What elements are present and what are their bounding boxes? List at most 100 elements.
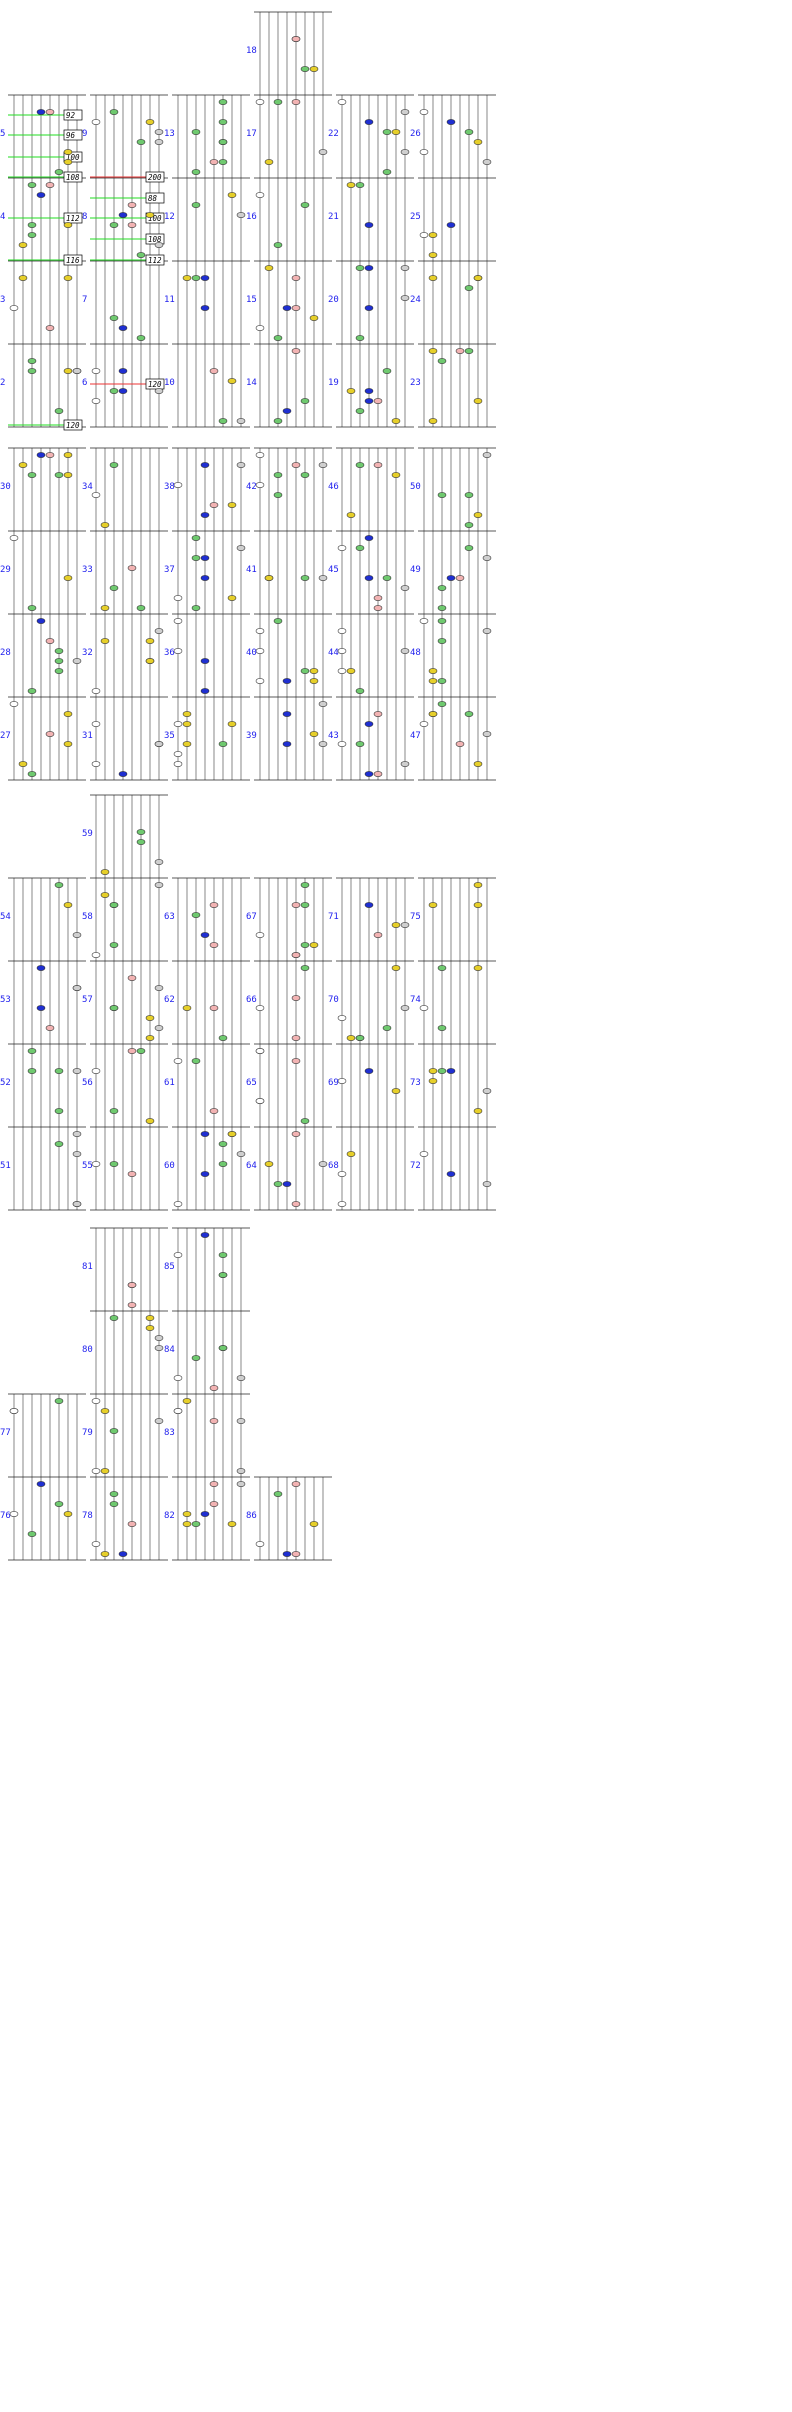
note — [209, 1418, 219, 1424]
note — [291, 36, 301, 42]
note — [54, 658, 64, 664]
note — [27, 368, 37, 374]
note — [346, 1151, 356, 1157]
note — [36, 1005, 46, 1011]
measure-number: 42 — [246, 482, 257, 492]
note — [291, 1035, 301, 1041]
bpm-label: 100 — [66, 153, 80, 162]
note — [109, 1428, 119, 1434]
note — [54, 1501, 64, 1507]
note — [191, 912, 201, 918]
note — [282, 408, 292, 414]
note — [300, 202, 310, 208]
note — [218, 1252, 228, 1258]
note — [91, 119, 101, 125]
note — [400, 1005, 410, 1011]
measure-number: 65 — [246, 1078, 257, 1088]
note — [264, 265, 274, 271]
note — [45, 182, 55, 188]
bpm-label: 100 — [148, 214, 162, 223]
measure-number: 49 — [410, 565, 421, 575]
measure-number: 86 — [246, 1511, 257, 1521]
note — [400, 761, 410, 767]
measure-number: 61 — [164, 1078, 175, 1088]
note — [72, 1151, 82, 1157]
note — [255, 1048, 265, 1054]
note — [473, 139, 483, 145]
note — [373, 605, 383, 611]
note — [318, 462, 328, 468]
measure-number: 62 — [164, 995, 175, 1005]
note — [218, 159, 228, 165]
bpm-label: 96 — [66, 131, 76, 140]
note — [118, 388, 128, 394]
measure-number: 12 — [164, 212, 175, 222]
note — [127, 1171, 137, 1177]
note — [200, 305, 210, 311]
note — [255, 648, 265, 654]
measure-number: 71 — [328, 912, 339, 922]
note — [482, 159, 492, 165]
note — [72, 658, 82, 664]
measure-number: 85 — [164, 1262, 175, 1272]
note — [382, 169, 392, 175]
note — [200, 932, 210, 938]
note — [255, 192, 265, 198]
note — [154, 741, 164, 747]
note — [173, 1408, 183, 1414]
note — [236, 1468, 246, 1474]
measure-number: 54 — [0, 912, 11, 922]
note — [191, 1521, 201, 1527]
note — [400, 295, 410, 301]
note — [291, 275, 301, 281]
note — [27, 1048, 37, 1054]
note — [45, 452, 55, 458]
note — [218, 418, 228, 424]
note — [428, 252, 438, 258]
note — [209, 942, 219, 948]
measure-number: 3 — [0, 295, 5, 305]
note — [91, 368, 101, 374]
note — [446, 222, 456, 228]
note — [173, 721, 183, 727]
note — [200, 462, 210, 468]
note — [364, 771, 374, 777]
measure-number: 11 — [164, 295, 175, 305]
note — [255, 99, 265, 105]
measure-number: 26 — [410, 129, 421, 139]
measure-number: 27 — [0, 731, 11, 741]
note — [63, 368, 73, 374]
note — [27, 1531, 37, 1537]
note — [400, 109, 410, 115]
note — [318, 575, 328, 581]
bpm-box — [145, 192, 165, 204]
note — [63, 222, 73, 228]
measure-number: 64 — [246, 1161, 257, 1171]
note — [127, 565, 137, 571]
measure-number: 32 — [82, 648, 93, 658]
note — [437, 358, 447, 364]
note — [291, 1481, 301, 1487]
note — [200, 658, 210, 664]
note — [91, 1068, 101, 1074]
note — [27, 472, 37, 478]
note — [428, 711, 438, 717]
note — [264, 1161, 274, 1167]
note — [54, 472, 64, 478]
note — [255, 482, 265, 488]
note — [91, 1541, 101, 1547]
measure-number: 63 — [164, 912, 175, 922]
note — [473, 1108, 483, 1114]
note — [273, 1181, 283, 1187]
note — [337, 1171, 347, 1177]
note — [209, 1481, 219, 1487]
note — [482, 731, 492, 737]
measure-number: 44 — [328, 648, 339, 658]
note — [127, 202, 137, 208]
note — [455, 741, 465, 747]
note — [109, 1108, 119, 1114]
note — [9, 1408, 19, 1414]
measure-number: 10 — [164, 378, 175, 388]
note — [291, 1058, 301, 1064]
measure-number: 40 — [246, 648, 257, 658]
